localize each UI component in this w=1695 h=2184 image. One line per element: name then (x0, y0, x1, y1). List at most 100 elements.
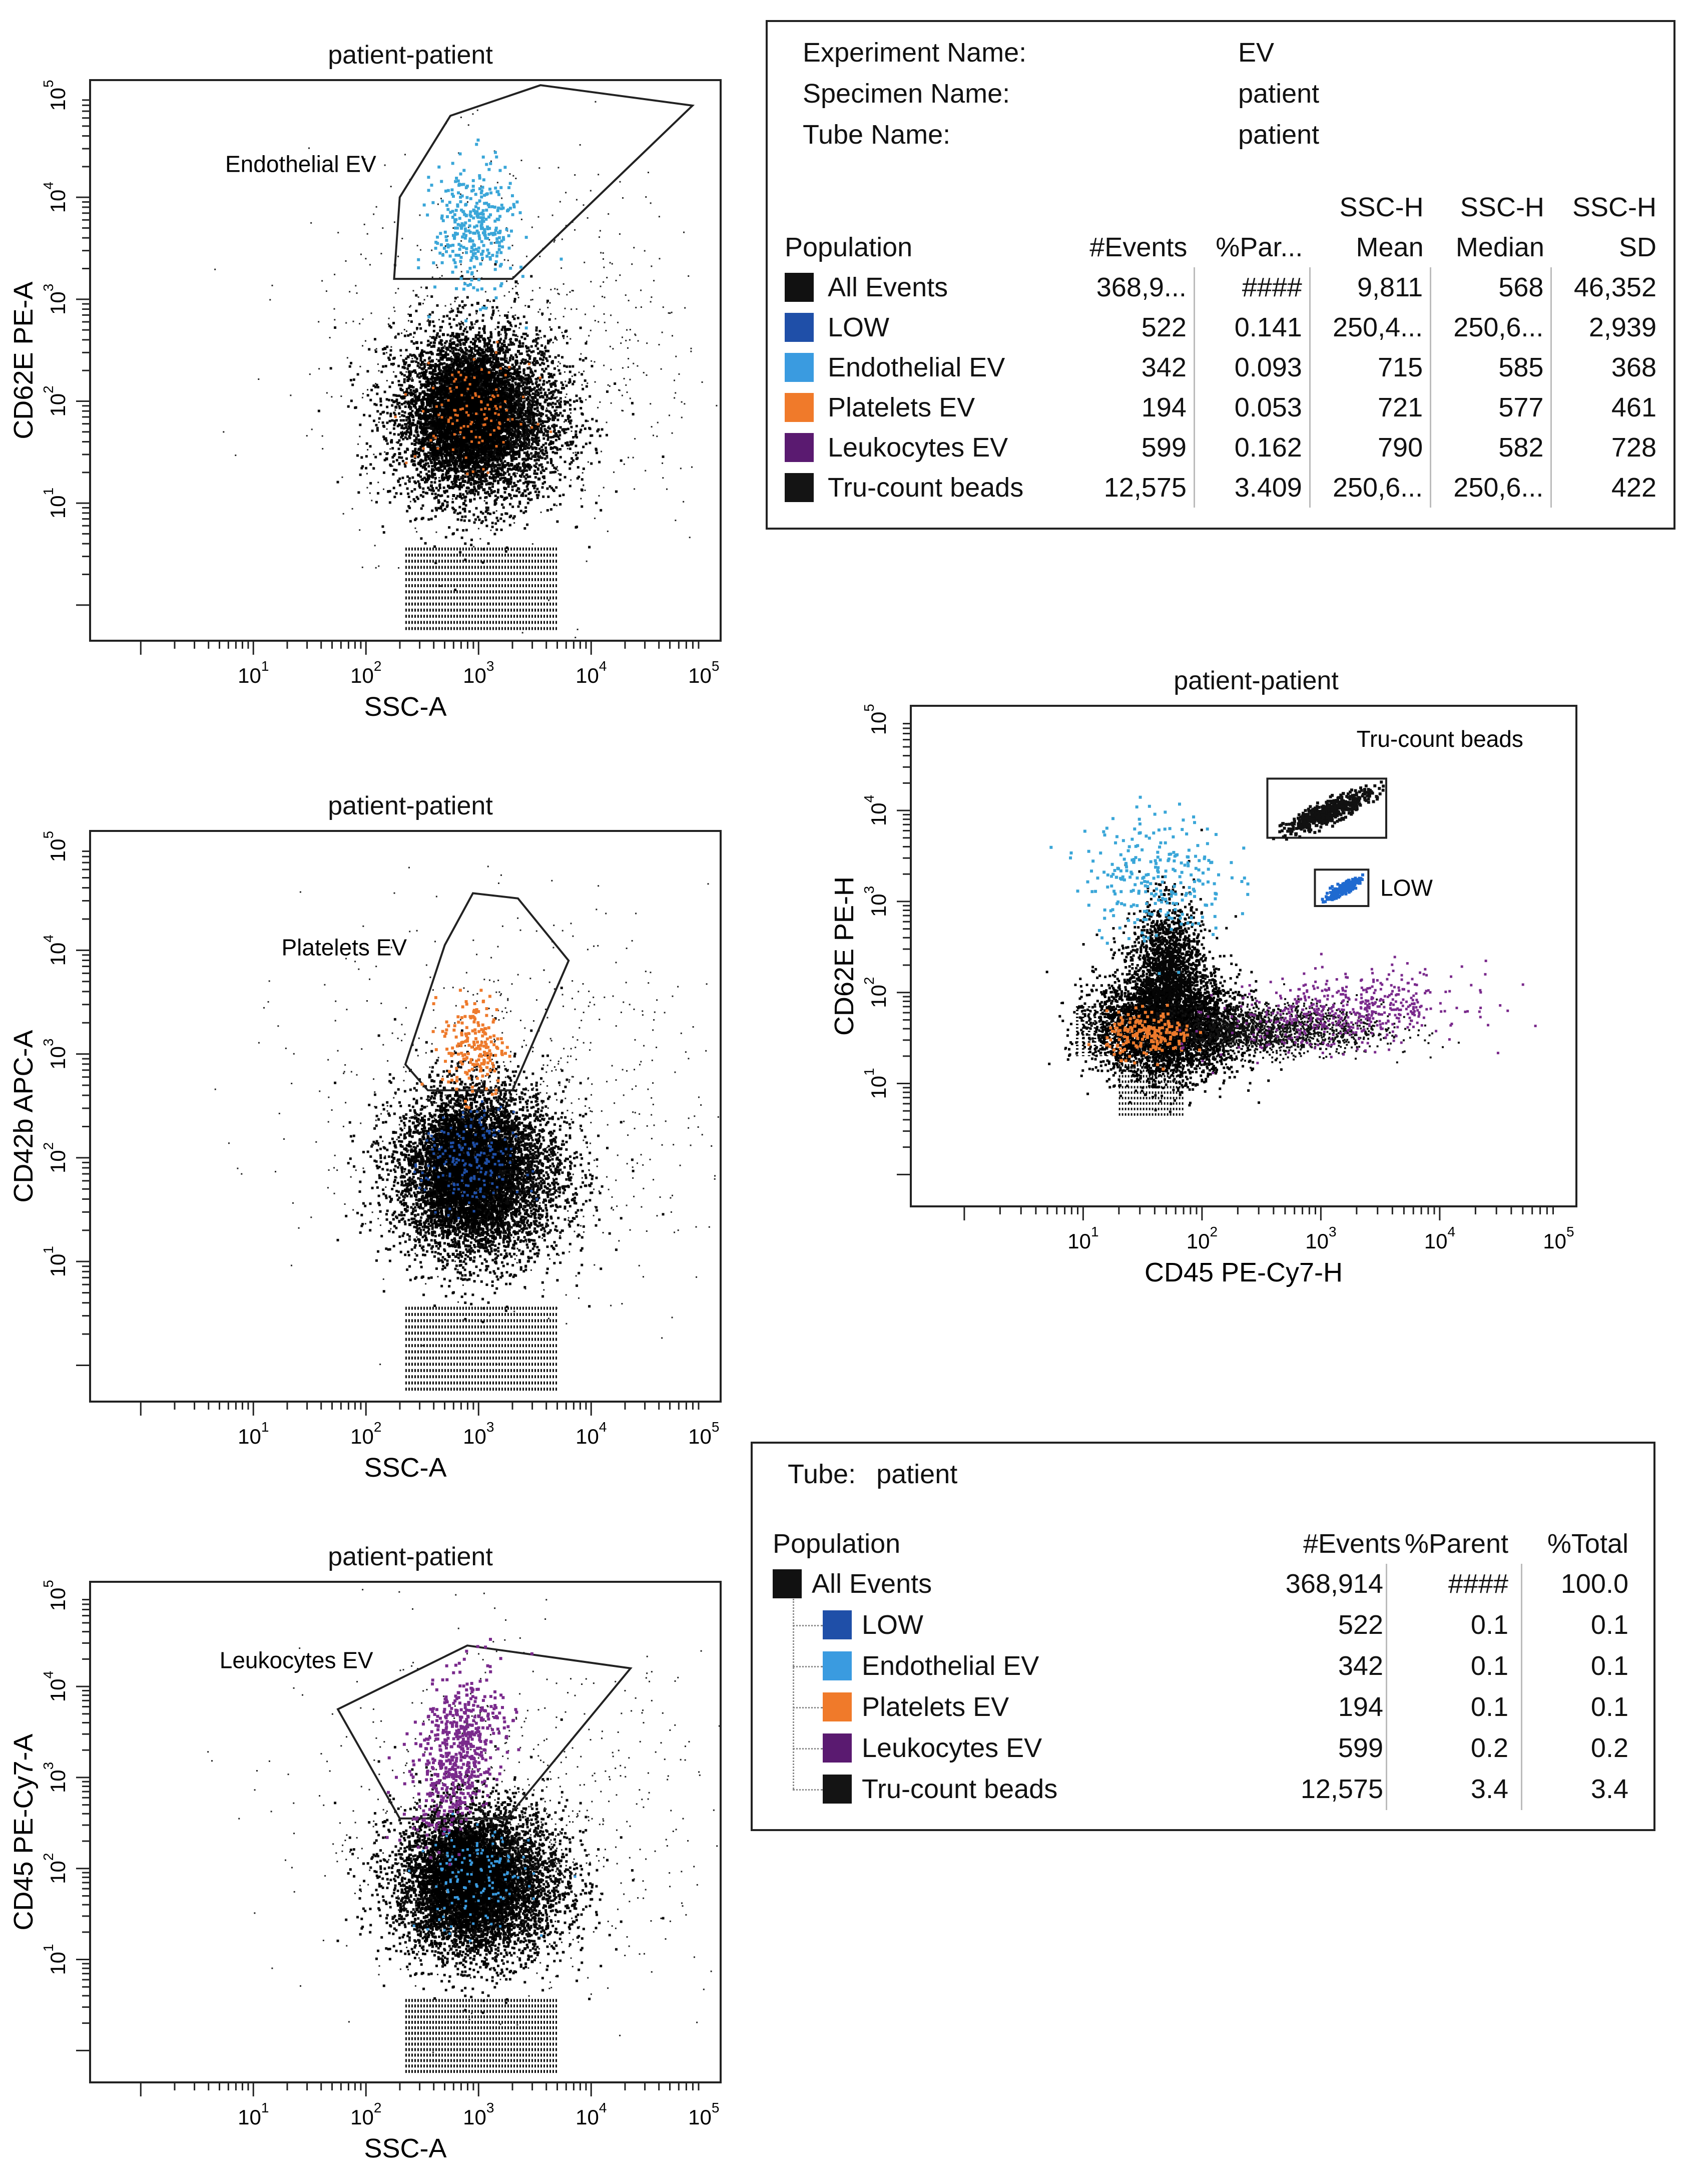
event-dot (556, 448, 559, 451)
event-dot (406, 510, 409, 513)
event-dot (492, 431, 495, 434)
event-dot (596, 429, 599, 432)
event-dot (591, 417, 594, 420)
event-dot (512, 333, 515, 336)
event-dot (526, 417, 529, 420)
event-dot (373, 338, 376, 341)
event-dot (392, 454, 395, 457)
event-dot (439, 329, 442, 332)
event-dot (393, 469, 396, 472)
event-dot (507, 343, 510, 346)
event-dot (438, 480, 441, 483)
event-dot (408, 477, 411, 480)
event-dot (374, 385, 377, 388)
event-dot (439, 505, 442, 508)
event-dot (534, 344, 537, 347)
event-dot (419, 356, 422, 359)
event-dot (458, 488, 461, 491)
event-dot (511, 505, 514, 508)
event-dot (514, 334, 517, 337)
event-dot (585, 419, 588, 422)
event-dot (539, 414, 542, 417)
event-dot (524, 374, 527, 377)
event-dot (549, 508, 552, 511)
scatter-plot-endothelial: patient-patient 101 101 102 102 103 103 104 104… (9, 40, 731, 741)
event-dot (529, 378, 532, 381)
event-dot (483, 329, 486, 332)
event-dot (431, 509, 434, 512)
event-dot (461, 475, 464, 478)
event-dot (427, 451, 430, 454)
event-dot (477, 493, 480, 496)
event-dot (393, 419, 396, 422)
event-dot (497, 489, 500, 492)
event-dot (486, 465, 489, 468)
event-dot (536, 347, 539, 350)
event-dot (567, 401, 570, 404)
event-dot (564, 330, 567, 333)
event-dot (393, 453, 396, 456)
event-dot (428, 409, 431, 412)
event-dot (420, 537, 423, 540)
event-dot (520, 360, 523, 363)
event-dot (502, 351, 505, 354)
event-dot (549, 373, 552, 376)
event-dot (514, 453, 517, 456)
event-dot (548, 485, 551, 488)
event-dot (574, 407, 577, 410)
event-dot (510, 468, 513, 471)
event-dot (510, 427, 513, 430)
event-dot (402, 366, 405, 369)
event-dot (525, 451, 528, 454)
event-dot (350, 361, 353, 364)
event-dot (417, 474, 420, 477)
event-dot (531, 443, 534, 446)
event-dot (430, 489, 433, 492)
event-dot (537, 459, 540, 462)
event-dot (389, 464, 392, 467)
event-dot (580, 406, 583, 409)
event-dot (397, 479, 400, 482)
event-dot (522, 381, 525, 384)
event-dot (482, 461, 485, 464)
event-dot (468, 510, 471, 513)
event-dot (537, 491, 540, 494)
event-cloud (214, 101, 718, 639)
event-dot (443, 362, 446, 365)
event-dot (549, 338, 552, 341)
event-dot (500, 345, 503, 348)
event-dot (541, 424, 544, 427)
event-dot (515, 399, 518, 402)
event-dot (541, 374, 544, 377)
event-dot (446, 501, 449, 504)
event-dot (487, 336, 490, 339)
event-dot (485, 361, 488, 364)
event-dot (416, 375, 419, 378)
event-dot (503, 491, 506, 494)
event-dot (485, 438, 488, 441)
event-dot (562, 334, 565, 337)
event-dot (541, 368, 544, 371)
event-dot (408, 507, 411, 510)
event-dot (388, 385, 391, 388)
event-dot (495, 528, 498, 531)
event-dot (406, 475, 409, 478)
event-dot (386, 442, 389, 445)
event-dot (493, 490, 496, 493)
event-dot (500, 328, 503, 331)
event-dot (414, 406, 417, 409)
event-dot (524, 477, 527, 480)
event-dot (529, 466, 532, 469)
event-dot (405, 426, 408, 429)
event-dot (459, 343, 462, 346)
event-dot (544, 449, 547, 452)
event-dot (549, 397, 552, 400)
event-dot (507, 361, 510, 364)
event-dot (496, 343, 499, 346)
event-dot (504, 337, 507, 340)
event-dot (421, 368, 424, 371)
event-dot (493, 362, 496, 365)
event-dot (526, 360, 529, 363)
event-dot (522, 390, 525, 393)
event-dot (419, 446, 422, 449)
